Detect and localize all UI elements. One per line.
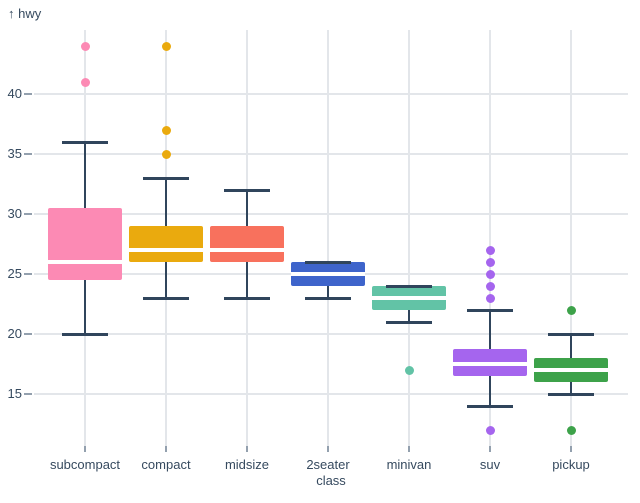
x-gridline	[570, 30, 572, 452]
whisker-lower-stem	[165, 262, 167, 298]
y-gridline	[34, 153, 628, 155]
y-gridline	[34, 213, 628, 215]
y-axis-title: ↑ hwy	[8, 6, 41, 21]
whisker-upper-stem	[246, 190, 248, 226]
whisker-lower-cap	[62, 333, 108, 336]
x-axis-tick	[165, 446, 167, 452]
whisker-upper-cap	[386, 285, 432, 288]
whisker-upper-cap	[62, 141, 108, 144]
x-axis-tick-label: 2seater	[306, 457, 350, 472]
median-line	[534, 368, 608, 372]
outlier-dot	[404, 365, 414, 375]
y-axis-tick	[24, 393, 32, 395]
y-axis-tick-label: 25	[7, 266, 22, 281]
y-axis-title-text: hwy	[18, 6, 42, 21]
outlier-dot	[80, 41, 90, 51]
y-axis-tick	[24, 333, 32, 335]
outlier-dot	[485, 269, 495, 279]
whisker-lower-stem	[408, 310, 410, 322]
whisker-lower-stem	[570, 382, 572, 394]
y-axis-tick	[24, 273, 32, 275]
x-axis-tick-label: minivan	[386, 457, 432, 472]
whisker-lower-cap	[305, 297, 351, 300]
y-axis-tick-label: 20	[7, 326, 22, 341]
whisker-upper-stem	[165, 178, 167, 226]
x-axis-tick-label: compact	[141, 457, 191, 472]
median-line	[129, 248, 203, 252]
x-axis-tick	[327, 446, 329, 452]
whisker-lower-stem	[327, 286, 329, 298]
whisker-upper-cap	[467, 309, 513, 312]
whisker-lower-stem	[489, 376, 491, 406]
outlier-dot	[566, 425, 576, 435]
whisker-lower-cap	[386, 321, 432, 324]
y-axis-tick	[24, 93, 32, 95]
x-axis-tick-label: subcompact	[49, 457, 121, 472]
whisker-upper-cap	[143, 177, 189, 180]
whisker-lower-cap	[467, 405, 513, 408]
whisker-lower-stem	[246, 262, 248, 298]
whisker-upper-stem	[570, 334, 572, 358]
whisker-upper-cap	[224, 189, 270, 192]
x-axis-tick	[489, 446, 491, 452]
x-axis-tick	[84, 446, 86, 452]
x-axis-tick-label: pickup	[552, 457, 590, 472]
whisker-lower-stem	[84, 280, 86, 334]
up-arrow-icon: ↑	[8, 6, 15, 21]
whisker-upper-cap	[548, 333, 594, 336]
y-axis-tick-label: 40	[7, 86, 22, 101]
median-line	[453, 362, 527, 366]
y-axis-tick-label: 30	[7, 206, 22, 221]
outlier-dot	[161, 41, 171, 51]
whisker-upper-cap	[305, 261, 351, 264]
outlier-dot	[485, 245, 495, 255]
outlier-dot	[566, 305, 576, 315]
median-line	[372, 296, 446, 300]
box-midsize	[210, 226, 284, 262]
x-axis-tick-label: midsize	[224, 457, 270, 472]
outlier-dot	[485, 281, 495, 291]
x-axis-tick	[408, 446, 410, 452]
box-subcompact	[48, 208, 122, 280]
y-gridline	[34, 93, 628, 95]
whisker-upper-stem	[489, 310, 491, 349]
x-axis-tick	[570, 446, 572, 452]
median-line	[48, 260, 122, 264]
x-gridline	[408, 30, 410, 452]
outlier-dot	[485, 257, 495, 267]
y-axis-tick-label: 35	[7, 146, 22, 161]
y-axis-tick-label: 15	[7, 386, 22, 401]
y-gridline	[34, 393, 628, 395]
outlier-dot	[161, 149, 171, 159]
median-line	[291, 272, 365, 276]
x-axis-title: class	[316, 473, 346, 488]
x-gridline	[327, 30, 329, 452]
outlier-dot	[161, 125, 171, 135]
y-axis-tick	[24, 153, 32, 155]
box-compact	[129, 226, 203, 262]
x-axis-tick-label: suv	[479, 457, 501, 472]
whisker-upper-stem	[84, 142, 86, 208]
outlier-dot	[485, 425, 495, 435]
y-axis-tick	[24, 213, 32, 215]
median-line	[210, 248, 284, 252]
whisker-lower-cap	[548, 393, 594, 396]
outlier-dot	[80, 77, 90, 87]
whisker-lower-cap	[224, 297, 270, 300]
outlier-dot	[485, 293, 495, 303]
x-axis-tick	[246, 446, 248, 452]
whisker-lower-cap	[143, 297, 189, 300]
x-gridline	[489, 30, 491, 452]
y-gridline	[34, 333, 628, 335]
